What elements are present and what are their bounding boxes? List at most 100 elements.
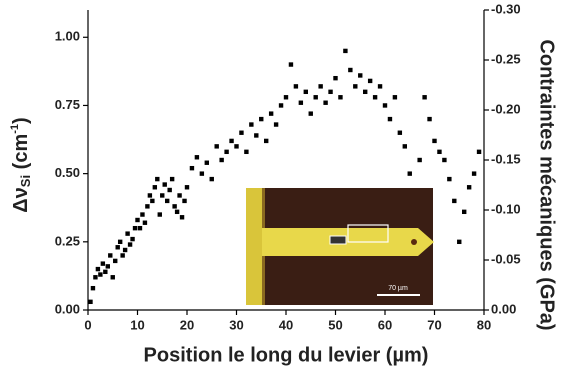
point <box>254 133 259 138</box>
point <box>214 144 219 149</box>
point <box>476 149 482 155</box>
point <box>88 299 93 305</box>
point <box>343 48 348 54</box>
point <box>377 84 383 89</box>
point <box>224 149 229 155</box>
point <box>135 217 140 223</box>
point <box>397 130 403 135</box>
point <box>113 258 118 264</box>
point <box>382 103 388 108</box>
point <box>293 84 299 89</box>
point <box>130 236 135 242</box>
point <box>348 67 353 73</box>
inset-scale-label: 70 µm <box>388 285 408 292</box>
point <box>165 198 170 204</box>
point <box>249 122 254 127</box>
x-tick-label: 0 <box>84 317 91 332</box>
point <box>137 225 143 231</box>
point <box>422 95 427 100</box>
point <box>427 116 432 122</box>
point <box>462 209 467 215</box>
point <box>283 95 289 100</box>
point <box>268 111 274 116</box>
point <box>392 95 398 100</box>
point <box>160 193 165 198</box>
point <box>110 275 115 280</box>
point <box>194 155 200 160</box>
point <box>98 272 103 277</box>
x-tick-label: 40 <box>279 317 293 332</box>
point <box>239 130 244 135</box>
x-tick-label: 60 <box>378 317 392 332</box>
point <box>155 176 160 182</box>
point <box>298 100 304 105</box>
point <box>120 253 125 258</box>
point <box>199 171 205 176</box>
x-tick-label: 10 <box>130 317 144 332</box>
point <box>288 62 294 67</box>
point <box>318 84 323 89</box>
point <box>303 89 308 95</box>
y-axis-title: ΔνSi (cm-1) <box>9 117 34 212</box>
point <box>358 73 363 78</box>
point <box>457 239 462 245</box>
x-tick-label: 50 <box>328 317 342 332</box>
x-tick-label: 20 <box>180 317 194 332</box>
point <box>308 111 313 116</box>
point <box>182 198 187 204</box>
y-label-part: -1 <box>9 124 21 134</box>
point <box>367 78 373 84</box>
inset-photo: 70 µm <box>246 188 434 305</box>
y2-tick-label: -0.30 <box>491 1 521 16</box>
point <box>100 261 106 266</box>
point <box>259 116 264 122</box>
point <box>167 187 172 193</box>
y-tick-label: 0.75 <box>55 97 80 112</box>
point <box>169 176 175 182</box>
point <box>387 116 393 122</box>
point <box>145 204 150 209</box>
x-tick-label: 30 <box>229 317 243 332</box>
point <box>172 204 177 209</box>
point <box>407 171 412 176</box>
point <box>122 247 128 253</box>
point <box>353 84 358 89</box>
point <box>150 198 155 204</box>
point <box>264 138 269 144</box>
point <box>189 165 195 171</box>
inset-mark <box>329 235 347 245</box>
point <box>127 242 133 247</box>
point <box>115 245 120 250</box>
point <box>140 212 145 217</box>
point <box>142 220 148 225</box>
y2-axis-title: Contraintes mécaniques (GPa) <box>536 39 558 330</box>
point <box>363 89 368 95</box>
point <box>157 212 162 217</box>
point <box>177 193 182 198</box>
point <box>402 144 407 149</box>
y2-tick-label: -0.15 <box>491 151 521 166</box>
point <box>417 157 422 163</box>
y2-tick-label: -0.05 <box>491 251 521 266</box>
point <box>132 225 138 231</box>
point <box>184 185 190 190</box>
point <box>93 275 98 280</box>
point <box>328 89 333 95</box>
x-tick-label: 80 <box>477 317 491 332</box>
point <box>103 269 108 275</box>
y-tick-label: 0.00 <box>55 301 80 316</box>
point <box>204 160 209 165</box>
point <box>471 171 477 176</box>
inset-tip <box>411 239 417 245</box>
x-axis-title: Position le long du levier (µm) <box>144 344 429 366</box>
y2-tick-label: -0.10 <box>491 201 521 216</box>
point <box>244 149 249 155</box>
point <box>442 157 447 163</box>
point <box>108 253 113 258</box>
point <box>229 138 234 144</box>
point <box>432 138 437 144</box>
point <box>152 185 158 190</box>
point <box>372 95 378 100</box>
y2-tick-label: -0.25 <box>491 51 521 66</box>
